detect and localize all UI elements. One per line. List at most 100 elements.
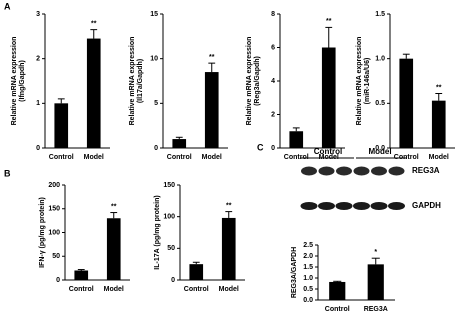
significance: *: [374, 249, 377, 256]
error-bar: [435, 93, 443, 101]
y-tick-label: 1.5: [303, 264, 313, 271]
y-axis-label: IL-17A (pg/mg protein): [154, 195, 161, 269]
x-tick-label: Model: [429, 154, 449, 161]
blot-group: Model: [368, 147, 391, 156]
y-tick-label: 0: [171, 277, 175, 284]
y-tick-label: 10: [150, 56, 158, 63]
y-tick-label: 100: [48, 229, 60, 236]
error-bar: [77, 269, 85, 271]
error-bar: [192, 261, 200, 265]
x-tick-label: Control: [49, 154, 74, 161]
error-bar: [225, 211, 233, 218]
y-tick-label: 2.5: [303, 242, 313, 249]
blot-row-label: REG3A: [412, 166, 440, 175]
y-tick-label: 0: [271, 145, 275, 152]
y-tick-label: 200: [48, 182, 60, 189]
y-axis-label: Relative mRNA expression: [356, 37, 363, 126]
error-bar: [90, 29, 98, 39]
blot-band: [335, 202, 353, 210]
y-tick-label: 100: [163, 214, 175, 221]
blot-band: [388, 166, 405, 176]
y-tick-label: 0: [36, 145, 40, 152]
panel-letter: C: [257, 142, 264, 152]
blot-band: [318, 166, 335, 176]
bar: [221, 217, 236, 280]
bar: [86, 38, 101, 148]
bar: [289, 131, 304, 148]
error-bar: [175, 136, 183, 140]
bar: [204, 72, 219, 148]
y-tick-label: 0.5: [303, 286, 313, 293]
bar: [106, 218, 121, 280]
y-tick-label: 6: [271, 44, 275, 51]
bar: [329, 281, 346, 300]
y-tick-label: 8: [271, 11, 275, 18]
blot-band: [353, 166, 370, 176]
significance: **: [111, 203, 117, 210]
y-tick-label: 4: [271, 78, 275, 85]
y-tick-label: 150: [163, 182, 175, 189]
significance: **: [226, 202, 232, 209]
x-tick-label: REG3A: [364, 306, 388, 313]
error-bar: [371, 257, 380, 265]
y-tick-label: 150: [48, 206, 60, 213]
x-tick-label: Control: [69, 286, 94, 293]
blot-band: [336, 166, 352, 176]
significance: **: [91, 20, 97, 27]
panel-letter: A: [4, 1, 11, 11]
x-tick-label: Control: [184, 286, 209, 293]
bar: [74, 270, 89, 280]
y-tick-label: 2: [36, 56, 40, 63]
x-tick-label: Control: [394, 154, 419, 161]
bar: [367, 264, 384, 300]
y-axis-label: (Il17a/Gapdh): [137, 59, 144, 103]
blot-band: [300, 202, 318, 210]
bar: [431, 100, 446, 148]
y-tick-label: 0: [154, 145, 158, 152]
error-bar: [325, 26, 333, 48]
error-bar: [333, 280, 342, 282]
x-tick-label: Model: [219, 286, 239, 293]
y-axis-label: REG3A/GAPDH: [291, 247, 298, 298]
y-tick-label: 1.0: [303, 275, 313, 282]
blot-band: [301, 166, 317, 176]
bar: [321, 47, 336, 148]
error-bar: [110, 212, 118, 219]
blot-band: [318, 202, 335, 210]
error-bar: [402, 53, 410, 59]
panel-letter: B: [4, 168, 11, 178]
y-tick-label: 50: [167, 245, 175, 252]
error-bar: [57, 98, 65, 104]
y-tick-label: 2: [271, 111, 275, 118]
y-axis-label: Relative mRNA expression: [129, 37, 136, 126]
y-tick-label: 0.0: [375, 145, 385, 152]
x-tick-label: Model: [319, 154, 339, 161]
y-tick-label: 3: [36, 11, 40, 18]
bar: [54, 103, 69, 148]
blot-band: [353, 202, 370, 210]
x-tick-label: Control: [325, 306, 350, 313]
y-axis-label: (Reg3a/Gapdh): [254, 56, 261, 106]
error-bar: [292, 127, 300, 132]
significance: **: [326, 18, 332, 25]
y-axis-label: Relative mRNA expression: [246, 37, 253, 126]
bar: [399, 58, 414, 148]
blot-band: [388, 202, 405, 210]
y-axis-label: Relative mRNA expression: [11, 37, 18, 126]
bar: [189, 264, 204, 280]
x-tick-label: Model: [202, 154, 222, 161]
y-tick-label: 1.5: [375, 11, 385, 18]
western-blot: Control Model REG3A GAPDH: [300, 147, 441, 210]
x-tick-label: Model: [104, 286, 124, 293]
y-tick-label: 15: [150, 11, 158, 18]
y-axis-label: (Ifng/Gapdh): [19, 60, 26, 102]
blot-row-label: GAPDH: [412, 201, 441, 210]
error-bar: [208, 62, 216, 73]
y-tick-label: 1.0: [375, 56, 385, 63]
y-axis-label: IFN-γ (pg/mg protein): [39, 197, 46, 268]
y-tick-label: 0.0: [303, 297, 313, 304]
bar: [172, 139, 187, 148]
x-tick-label: Control: [167, 154, 192, 161]
y-tick-label: 5: [154, 100, 158, 107]
